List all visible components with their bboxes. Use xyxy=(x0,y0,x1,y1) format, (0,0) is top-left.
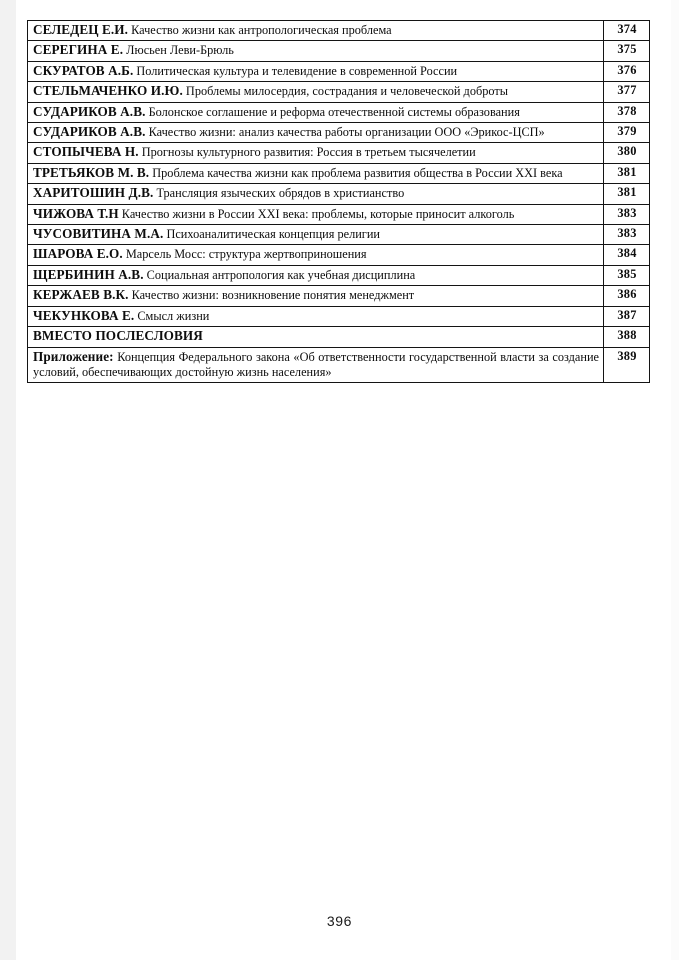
toc-entry-title: Концепция Федерального закона «Об ответс… xyxy=(33,349,599,379)
toc-entry-title: Качество жизни в России XXI века: пробле… xyxy=(118,206,515,221)
table-row: СТЕЛЬМАЧЕНКО И.Ю. Проблемы милосердия, с… xyxy=(27,81,650,103)
toc-entry-page-number: 383 xyxy=(603,203,650,226)
toc-entry-author: ХАРИТОШИН Д.В. xyxy=(33,185,154,201)
toc-entry-cell: ШАРОВА Е.О. Марсель Мосс: структура жерт… xyxy=(27,244,604,266)
toc-entry-author: СЕРЕГИНА Е. xyxy=(33,42,124,58)
table-row: ТРЕТЬЯКОВ М. В. Проблема качества жизни … xyxy=(27,162,650,185)
toc-entry-cell: СЕЛЕДЕЦ Е.И. Качество жизни как антропол… xyxy=(27,19,604,42)
toc-entry-author: ЧЕКУНКОВА Е. xyxy=(33,307,135,323)
toc-entry-title: Трансляция языческих обрядов в христианс… xyxy=(153,186,405,201)
toc-entry-page-number: 389 xyxy=(603,346,650,384)
toc-entry-page-number: 378 xyxy=(603,101,650,124)
table-row: СЕРЕГИНА Е. Люсьен Леви-Брюль 375 xyxy=(27,40,650,62)
table-row: СКУРАТОВ А.Б. Политическая культура и те… xyxy=(27,60,650,83)
table-row: ХАРИТОШИН Д.В. Трансляция языческих обря… xyxy=(27,183,650,205)
toc-entry-author: ТРЕТЬЯКОВ М. В. xyxy=(33,164,150,180)
toc-entry-cell: ВМЕСТО ПОСЛЕСЛОВИЯ xyxy=(27,326,604,348)
toc-entry-title: Качество жизни: возникновение понятия ме… xyxy=(128,288,415,303)
toc-entry-author: ЩЕРБИНИН А.В. xyxy=(33,266,144,282)
toc-entry-cell: СЕРЕГИНА Е. Люсьен Леви-Брюль xyxy=(27,40,604,62)
toc-entry-author: СКУРАТОВ А.Б. xyxy=(33,62,134,78)
toc-entry-title: Проблема качества жизни как проблема раз… xyxy=(149,165,563,180)
toc-entry-title: Прогнозы культурного развития: Россия в … xyxy=(138,145,476,160)
toc-entry-page-number: 381 xyxy=(603,162,650,185)
toc-entry-page-number: 386 xyxy=(603,285,650,307)
toc-entry-title: Политическая культура и телевидение в со… xyxy=(133,63,458,78)
toc-entry-author: СТОПЫЧЕВА Н. xyxy=(33,144,139,160)
toc-entry-page-number: 383 xyxy=(603,224,650,246)
toc-entry-cell: СТЕЛЬМАЧЕНКО И.Ю. Проблемы милосердия, с… xyxy=(27,81,604,103)
table-row: ЩЕРБИНИН А.В. Социальная антропология ка… xyxy=(27,264,650,287)
toc-entry-cell: ЧЕКУНКОВА Е. Смысл жизни xyxy=(27,305,604,328)
table-row: ЧИЖОВА Т.Н Качество жизни в России XXI в… xyxy=(27,203,650,226)
toc-entry-cell: КЕРЖАЕВ В.К. Качество жизни: возникновен… xyxy=(27,285,604,307)
toc-entry-cell: Приложение: Концепция Федерального закон… xyxy=(27,346,604,384)
table-row: ВМЕСТО ПОСЛЕСЛОВИЯ 388 xyxy=(27,326,650,348)
table-of-contents: СЕЛЕДЕЦ Е.И. Качество жизни как антропол… xyxy=(27,19,650,384)
toc-entry-title: Марсель Мосс: структура жертвоприношения xyxy=(122,247,367,262)
toc-entry-author: ЧИЖОВА Т.Н xyxy=(33,205,119,221)
page-right-margin-tint xyxy=(671,0,679,960)
toc-entry-page-number: 388 xyxy=(603,326,650,348)
toc-entry-title: Качество жизни как антропологическая про… xyxy=(128,23,392,37)
toc-entry-cell: СКУРАТОВ А.Б. Политическая культура и те… xyxy=(27,60,604,83)
table-row: СУДАРИКОВ А.В. Качество жизни: анализ ка… xyxy=(27,122,650,144)
toc-entry-title: Проблемы милосердия, сострадания и челов… xyxy=(182,84,508,99)
toc-entry-author: ВМЕСТО ПОСЛЕСЛОВИЯ xyxy=(33,328,203,344)
table-row: СУДАРИКОВ А.В. Болонское соглашение и ре… xyxy=(27,101,650,124)
toc-entry-title: Болонское соглашение и реформа отечестве… xyxy=(145,104,520,119)
table-row: СТОПЫЧЕВА Н. Прогнозы культурного развит… xyxy=(27,142,650,164)
table-row: ЧЕКУНКОВА Е. Смысл жизни 387 xyxy=(27,305,650,328)
toc-entry-cell: ХАРИТОШИН Д.В. Трансляция языческих обря… xyxy=(27,183,604,205)
toc-entry-author: СТЕЛЬМАЧЕНКО И.Ю. xyxy=(33,83,183,99)
toc-entry-cell: ЧУСОВИТИНА М.А. Психоаналитическая конце… xyxy=(27,224,604,246)
toc-entry-cell: ТРЕТЬЯКОВ М. В. Проблема качества жизни … xyxy=(27,162,604,185)
toc-entry-page-number: 385 xyxy=(603,264,650,287)
table-row: ЧУСОВИТИНА М.А. Психоаналитическая конце… xyxy=(27,224,650,246)
table-row: ШАРОВА Е.О. Марсель Мосс: структура жерт… xyxy=(27,244,650,266)
toc-entry-author: СУДАРИКОВ А.В. xyxy=(33,103,146,119)
table-row: Приложение: Концепция Федерального закон… xyxy=(27,346,650,384)
toc-entry-page-number: 376 xyxy=(603,60,650,83)
toc-entry-title: Смысл жизни xyxy=(134,308,210,323)
toc-entry-author: ШАРОВА Е.О. xyxy=(33,246,123,262)
toc-entry-page-number: 387 xyxy=(603,305,650,328)
toc-entry-title: Люсьен Леви-Брюль xyxy=(123,43,234,58)
toc-entry-author: КЕРЖАЕВ В.К. xyxy=(33,287,129,303)
toc-entry-page-number: 374 xyxy=(603,19,650,42)
page-number-folio: 396 xyxy=(326,913,353,929)
toc-entry-cell: СУДАРИКОВ А.В. Болонское соглашение и ре… xyxy=(27,101,604,124)
toc-entry-page-number: 375 xyxy=(603,40,650,62)
toc-body: СЕЛЕДЕЦ Е.И. Качество жизни как антропол… xyxy=(27,19,650,384)
toc-entry-page-number: 380 xyxy=(603,142,650,164)
toc-entry-title: Качество жизни: анализ качества работы о… xyxy=(145,125,545,140)
toc-entry-page-number: 384 xyxy=(603,244,650,266)
toc-entry-cell: СУДАРИКОВ А.В. Качество жизни: анализ ка… xyxy=(27,122,604,144)
toc-entry-cell: СТОПЫЧЕВА Н. Прогнозы культурного развит… xyxy=(27,142,604,164)
toc-entry-page-number: 381 xyxy=(603,183,650,205)
toc-entry-author: СЕЛЕДЕЦ Е.И. xyxy=(33,22,129,37)
page-left-margin-tint xyxy=(0,0,16,960)
table-row: СЕЛЕДЕЦ Е.И. Качество жизни как антропол… xyxy=(27,19,650,42)
toc-entry-cell: ЧИЖОВА Т.Н Качество жизни в России XXI в… xyxy=(27,203,604,226)
toc-entry-page-number: 379 xyxy=(603,122,650,144)
toc-entry-author: ЧУСОВИТИНА М.А. xyxy=(33,226,164,242)
toc-entry-cell: ЩЕРБИНИН А.В. Социальная антропология ка… xyxy=(27,264,604,287)
toc-entry-title: Социальная антропология как учебная дисц… xyxy=(143,267,416,282)
toc-entry-page-number: 377 xyxy=(603,81,650,103)
toc-entry-author: СУДАРИКОВ А.В. xyxy=(33,124,146,140)
table-row: КЕРЖАЕВ В.К. Качество жизни: возникновен… xyxy=(27,285,650,307)
toc-entry-title: Психоаналитическая концепция религии xyxy=(163,227,380,242)
toc-entry-author: Приложение: xyxy=(33,348,114,364)
